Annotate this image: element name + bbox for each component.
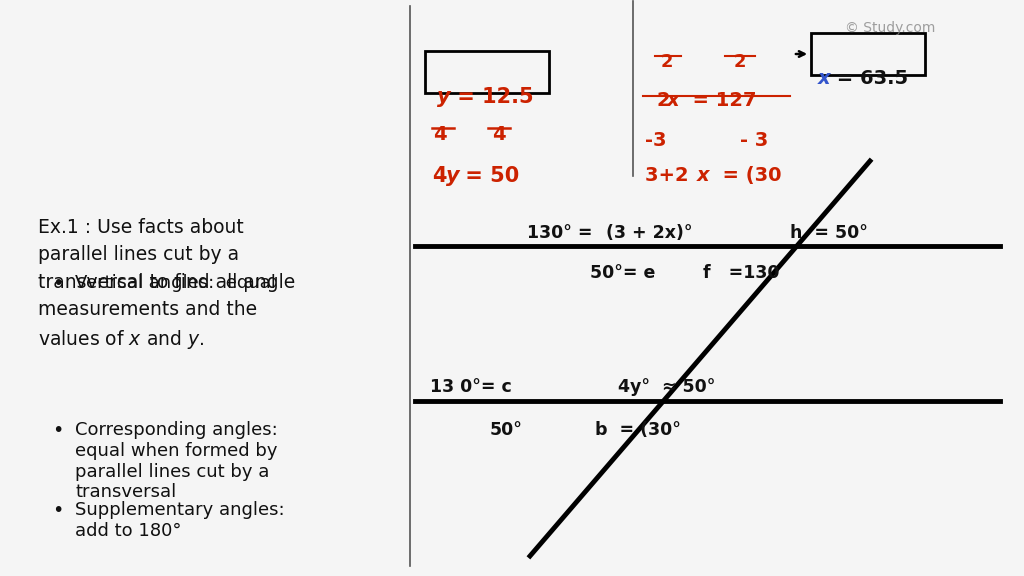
Text: 50°: 50° <box>490 421 523 439</box>
Text: (3 + 2x)°: (3 + 2x)° <box>606 224 692 242</box>
Text: 4: 4 <box>433 125 446 144</box>
Text: -3: -3 <box>645 131 667 150</box>
Text: f   =130: f =130 <box>703 264 779 282</box>
Text: x: x <box>818 69 830 88</box>
Text: y: y <box>446 166 460 186</box>
Text: •: • <box>52 501 63 520</box>
Text: •: • <box>52 421 63 440</box>
Text: = 12.5: = 12.5 <box>450 87 534 107</box>
Text: 50°= e: 50°= e <box>590 264 655 282</box>
Text: - 3: - 3 <box>740 131 768 150</box>
Text: 3+2: 3+2 <box>645 166 695 185</box>
Text: Ex.1 : Use facts about
parallel lines cut by a
transversal to find all angle
mea: Ex.1 : Use facts about parallel lines cu… <box>38 218 295 351</box>
Text: •: • <box>52 274 63 293</box>
Text: = 63.5: = 63.5 <box>830 69 908 88</box>
FancyBboxPatch shape <box>425 51 549 93</box>
Text: Vertical angles:  equal: Vertical angles: equal <box>75 274 275 292</box>
Text: 4: 4 <box>493 125 506 144</box>
Text: Corresponding angles:
equal when formed by
parallel lines cut by a
transversal: Corresponding angles: equal when formed … <box>75 421 278 501</box>
Text: 2: 2 <box>657 91 671 110</box>
Text: x: x <box>667 91 680 110</box>
Text: x: x <box>697 166 710 185</box>
Text: = 50: = 50 <box>458 166 519 186</box>
Text: 4: 4 <box>432 166 446 186</box>
Text: 13 0°= c: 13 0°= c <box>430 378 512 396</box>
Text: = 127: = 127 <box>679 91 757 110</box>
FancyBboxPatch shape <box>811 33 925 75</box>
Text: © Study.com: © Study.com <box>845 21 935 35</box>
Text: b  = (30°: b = (30° <box>595 421 681 439</box>
Text: = (30: = (30 <box>709 166 781 185</box>
Text: h  = 50°: h = 50° <box>790 224 868 242</box>
Text: 2: 2 <box>660 53 673 71</box>
Text: Supplementary angles:
add to 180°: Supplementary angles: add to 180° <box>75 501 285 540</box>
Text: 130° =: 130° = <box>527 224 593 242</box>
Text: y: y <box>437 87 451 107</box>
Text: 4y°  ≈ 50°: 4y° ≈ 50° <box>618 378 716 396</box>
Text: 2: 2 <box>734 53 746 71</box>
